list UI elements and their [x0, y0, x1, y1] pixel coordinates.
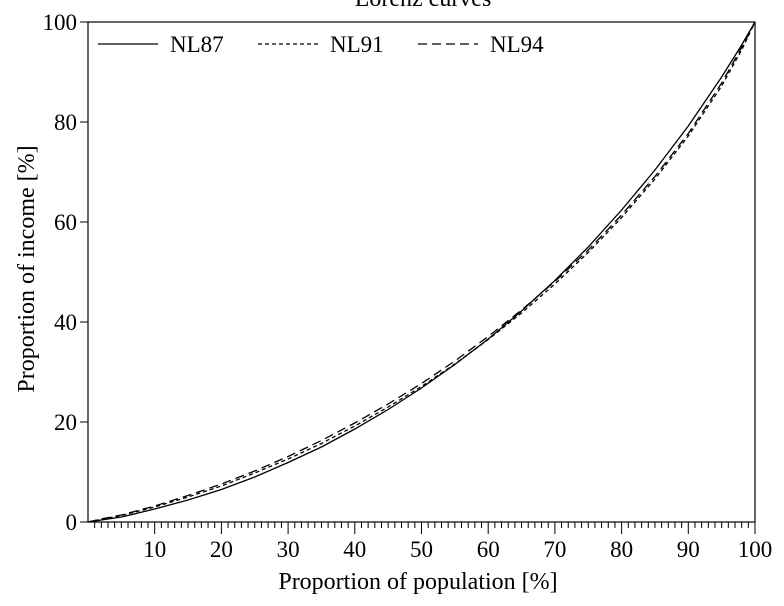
y-tick-label: 80: [54, 110, 77, 135]
x-tick-label: 30: [277, 537, 300, 562]
x-axis-title: Proportion of population [%]: [278, 569, 557, 595]
legend-label-nl91: NL91: [330, 32, 384, 57]
y-tick-label: 100: [43, 10, 78, 35]
x-tick-label: 70: [543, 537, 566, 562]
series-line-nl94: [87, 21, 756, 523]
legend-label-nl87: NL87: [170, 32, 224, 57]
x-tick-label: 80: [610, 537, 633, 562]
series-lines: [87, 21, 756, 523]
legend-label-nl94: NL94: [490, 32, 544, 57]
x-tick-label: 60: [477, 537, 500, 562]
plot-frame: [87, 21, 756, 523]
legend: NL87 NL91 NL94: [98, 32, 544, 57]
x-tick-label: 40: [343, 537, 366, 562]
x-tick-label: 20: [210, 537, 233, 562]
x-tick-label: 10: [143, 537, 166, 562]
y-tick-label: 0: [66, 510, 78, 535]
y-tick-label: 40: [54, 310, 77, 335]
y-tick-label: 20: [54, 410, 77, 435]
y-axis-title: Proportion of income [%]: [14, 145, 40, 392]
x-tick-label: 100: [738, 537, 773, 562]
x-tick-label: 90: [677, 537, 700, 562]
y-axis: 0 20 40 60 80 100: [43, 10, 88, 535]
series-line-nl91: [87, 21, 756, 523]
series-line-nl87: [87, 21, 756, 523]
x-axis: 10 20 30 40 50 60 70 80 90 100: [94, 522, 773, 562]
chart-title: Lorenz curves: [355, 0, 492, 12]
x-tick-label: 50: [410, 537, 433, 562]
y-tick-label: 60: [54, 210, 77, 235]
